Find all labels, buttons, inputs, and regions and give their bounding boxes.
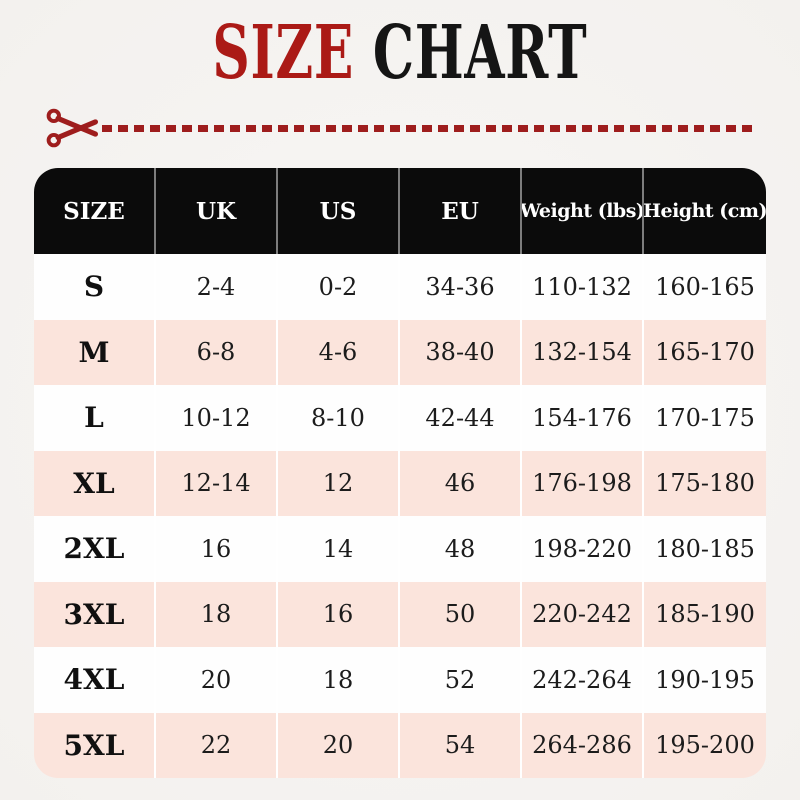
title-word-chart: CHART — [354, 10, 588, 96]
value-cell: 154-176 — [522, 385, 644, 451]
value-cell: 132-154 — [522, 319, 644, 385]
header-cell-uk: UK — [156, 168, 278, 254]
value-cell: 198-220 — [522, 516, 644, 582]
value-cell: 16 — [156, 516, 278, 582]
value-cell: 16 — [278, 581, 400, 647]
size-label: M — [34, 319, 156, 385]
value-cell: 50 — [400, 581, 522, 647]
table-row-s: S 2-4 0-2 34-36 110-132 160-165 — [34, 254, 766, 320]
value-cell: 176-198 — [522, 450, 644, 516]
table-body: S 2-4 0-2 34-36 110-132 160-165 M 6-8 4-6 38-40 13… — [34, 254, 766, 778]
size-label: 2XL — [34, 516, 156, 582]
value-cell: 190-195 — [655, 665, 755, 694]
value-cell: 160-165 — [655, 272, 755, 301]
value-cell: 48 — [400, 516, 522, 582]
value-cell: 20 — [278, 712, 400, 778]
value-cell: 52 — [400, 647, 522, 713]
dashed-line — [102, 124, 754, 132]
table-row-l: L 10-12 8-10 42-44 154-176 170-175 — [34, 385, 766, 451]
value-cell: 4-6 — [278, 319, 400, 385]
value-cell: 22 — [156, 712, 278, 778]
cut-line — [46, 104, 754, 152]
value-cell: 20 — [156, 647, 278, 713]
value-cell: 220-242 — [522, 581, 644, 647]
header-cell-weight-lbs: Weight (lbs) — [522, 168, 644, 254]
page-title: SIZE CHART — [0, 0, 800, 90]
value-cell: 2-4 — [156, 254, 278, 320]
value-cell: 12-14 — [156, 450, 278, 516]
table-header-row: SIZE UK US EU Weight (lbs) Height (cm) — [34, 168, 766, 254]
header-cell-height-cm: Height (cm) — [644, 200, 766, 222]
value-cell: 34-36 — [400, 254, 522, 320]
table-row-3xl: 3XL 18 16 50 220-242 185-190 — [34, 581, 766, 647]
table-row-4xl: 4XL 20 18 52 242-264 190-195 — [34, 647, 766, 713]
value-cell: 165-170 — [655, 338, 755, 367]
value-cell: 12 — [278, 450, 400, 516]
value-cell: 18 — [278, 647, 400, 713]
value-cell: 38-40 — [400, 319, 522, 385]
value-cell: 10-12 — [156, 385, 278, 451]
value-cell: 110-132 — [522, 254, 644, 320]
size-label: 5XL — [34, 712, 156, 778]
size-label: S — [34, 254, 156, 320]
table-row-5xl: 5XL 22 20 54 264-286 195-200 — [34, 712, 766, 778]
value-cell: 42-44 — [400, 385, 522, 451]
value-cell: 170-175 — [655, 403, 755, 432]
value-cell: 185-190 — [655, 600, 755, 629]
title-word-size: SIZE — [212, 10, 355, 96]
size-label: L — [34, 385, 156, 451]
size-label: 3XL — [34, 581, 156, 647]
value-cell: 0-2 — [278, 254, 400, 320]
header-cell-size: SIZE — [34, 168, 156, 254]
value-cell: 18 — [156, 581, 278, 647]
scissors-icon — [46, 108, 98, 148]
value-cell: 180-185 — [655, 534, 755, 563]
value-cell: 6-8 — [156, 319, 278, 385]
value-cell: 14 — [278, 516, 400, 582]
size-table: SIZE UK US EU Weight (lbs) Height (cm) S 2-4 0-… — [34, 168, 766, 778]
value-cell: 46 — [400, 450, 522, 516]
size-label: 4XL — [34, 647, 156, 713]
size-label: XL — [34, 450, 156, 516]
value-cell: 195-200 — [655, 731, 755, 760]
value-cell: 8-10 — [278, 385, 400, 451]
table-row-2xl: 2XL 16 14 48 198-220 180-185 — [34, 516, 766, 582]
value-cell: 242-264 — [522, 647, 644, 713]
header-cell-us: US — [278, 168, 400, 254]
value-cell: 54 — [400, 712, 522, 778]
header-cell-eu: EU — [400, 168, 522, 254]
table-row-xl: XL 12-14 12 46 176-198 175-180 — [34, 450, 766, 516]
table-row-m: M 6-8 4-6 38-40 132-154 165-170 — [34, 319, 766, 385]
value-cell: 175-180 — [655, 469, 755, 498]
value-cell: 264-286 — [522, 712, 644, 778]
